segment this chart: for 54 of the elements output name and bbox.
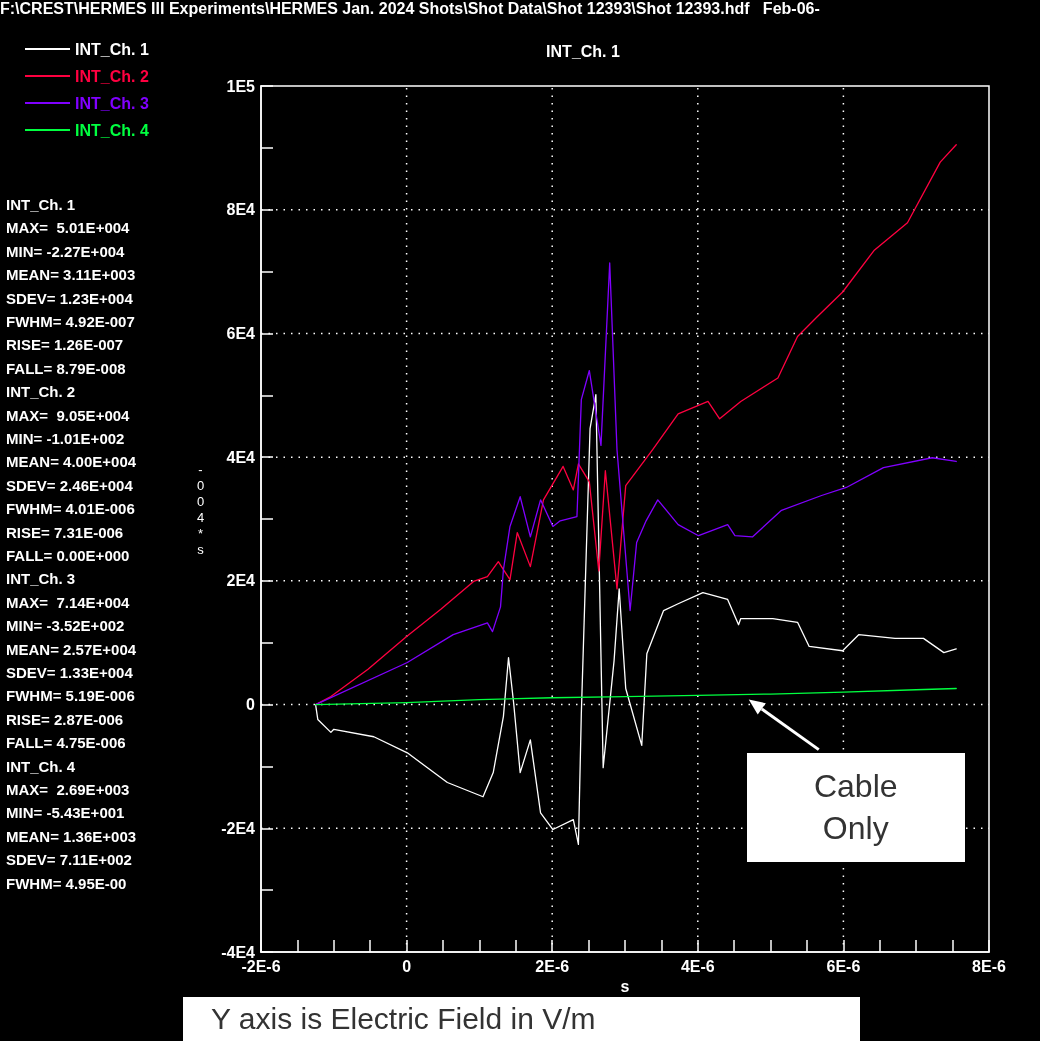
text: INT_Ch. 1 bbox=[6, 196, 76, 213]
text: FWHM= 4.01E-006 bbox=[6, 500, 135, 518]
text: MEAN= 4.00E+004 bbox=[6, 453, 137, 471]
text: MIN= -5.43E+001 bbox=[6, 804, 125, 822]
text: MEAN= 3.11E+003 bbox=[6, 266, 136, 284]
text: RISE= 1.26E-007 bbox=[6, 336, 124, 354]
text: FALL= 4.75E-006 bbox=[6, 734, 126, 752]
text: MAX= 5.01E+004 bbox=[6, 219, 130, 237]
x-tick-label: 6E-6 bbox=[826, 957, 861, 975]
text: FWHM= 4.92E-007 bbox=[6, 313, 135, 330]
text: FWHM= 4.95E-00 bbox=[6, 874, 127, 892]
legend-label: INT_Ch. 2 bbox=[75, 67, 149, 85]
x-axis-title: s bbox=[620, 978, 630, 996]
chart-title: INT_Ch. 1 bbox=[546, 42, 620, 60]
text: FALL= 8.79E-008 bbox=[6, 359, 126, 377]
x-tick-label: 2E-6 bbox=[535, 957, 570, 975]
y-tick-label: 6E4 bbox=[226, 324, 256, 342]
y-tick-label: 4E4 bbox=[226, 448, 256, 466]
y-tick-label: 8E4 bbox=[226, 201, 256, 219]
y-tick-label: -2E4 bbox=[221, 819, 256, 837]
x-tick-label: 4E-6 bbox=[680, 957, 715, 975]
x-tick-label: 8E-6 bbox=[972, 957, 1006, 975]
text: INT_Ch. 4 bbox=[6, 757, 76, 775]
line-series bbox=[314, 687, 957, 706]
text: MEAN= 1.36E+003 bbox=[6, 827, 137, 845]
y-axis-title: -004*s bbox=[193, 462, 208, 558]
text: MAX= 7.14E+004 bbox=[6, 593, 130, 611]
text: FALL= 0.00E+000 bbox=[6, 547, 130, 564]
text: SDEV= 7.11E+002 bbox=[6, 851, 132, 869]
text: MIN= -2.27E+004 bbox=[6, 242, 125, 260]
text: MIN= -3.52E+002 bbox=[6, 617, 125, 635]
text: RISE= 7.31E-006 bbox=[6, 523, 124, 541]
text: MAX= 9.05E+004 bbox=[6, 406, 130, 424]
y-tick-label: 2E4 bbox=[226, 572, 256, 590]
text: RISE= 2.87E-006 bbox=[6, 710, 124, 728]
text: F:\CREST\HERMES III Experiments\HERMES Jan. 2024 Shots\Shot Data\Shot 12393\Shot 12393.hdf Feb-06- bbox=[0, 0, 820, 18]
text: INT_Ch. 3 bbox=[6, 570, 76, 588]
text: SDEV= 1.23E+004 bbox=[6, 289, 133, 307]
legend-label: INT_Ch. 3 bbox=[75, 94, 149, 112]
text: SDEV= 1.33E+004 bbox=[6, 664, 133, 681]
legend-label: INT_Ch. 4 bbox=[75, 121, 149, 139]
text: SDEV= 2.46E+004 bbox=[6, 476, 133, 494]
y-tick-label: 1E5 bbox=[226, 77, 256, 95]
note-box: Y axis is Electric Field in V/m bbox=[183, 997, 860, 1041]
callout-box: Cable Only bbox=[746, 752, 965, 862]
y-tick-label: 0 bbox=[246, 696, 256, 714]
text: INT_Ch. 2 bbox=[6, 383, 76, 401]
legend-label: INT_Ch. 1 bbox=[75, 40, 149, 58]
text: MIN= -1.01E+002 bbox=[6, 430, 125, 447]
text: FWHM= 5.19E-006 bbox=[6, 687, 135, 705]
line-series bbox=[314, 262, 957, 706]
text: MEAN= 2.57E+004 bbox=[6, 640, 137, 658]
text: MAX= 2.69E+003 bbox=[6, 781, 130, 798]
x-tick-label: 0 bbox=[402, 957, 412, 975]
